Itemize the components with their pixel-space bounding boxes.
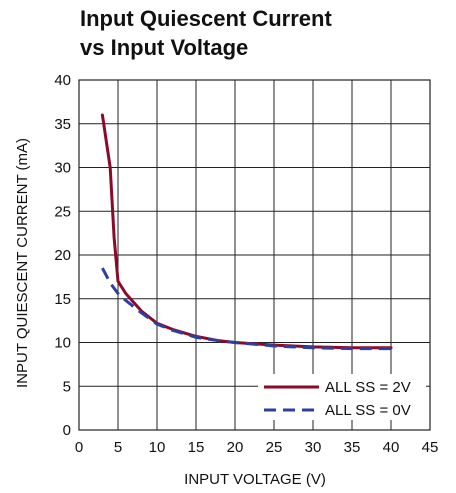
y-axis-label: INPUT QUIESCENT CURRENT (mA)	[14, 138, 31, 388]
y-tick-label: 10	[54, 335, 71, 352]
y-tick-label: 0	[63, 422, 71, 439]
series-layer	[100, 113, 393, 351]
legend-label-1: ALL SS = 0V	[325, 402, 411, 419]
series-line-0	[100, 113, 393, 350]
x-tick-label: 10	[149, 439, 166, 456]
x-tick-label: 25	[266, 439, 283, 456]
legend-box	[258, 374, 426, 420]
legend-label-0: ALL SS = 2V	[325, 379, 411, 396]
y-tick-label: 35	[54, 116, 71, 133]
x-tick-label: 0	[75, 439, 83, 456]
y-tick-label: 15	[54, 291, 71, 308]
chart-title-line-2: vs Input Voltage	[80, 35, 249, 60]
y-tick-label: 5	[63, 378, 71, 395]
x-tick-label: 15	[188, 439, 205, 456]
x-tick-label: 30	[305, 439, 322, 456]
tick-labels: 0 5 10 15 20 25 30 35 40 45 0 5 10 15 20 25 30 35 40	[54, 72, 438, 456]
x-tick-label: 5	[114, 439, 122, 456]
chart-title-line-1: Input Quiescent Current	[80, 6, 332, 31]
x-axis-label: INPUT VOLTAGE (V)	[184, 471, 326, 488]
legend: ALL SS = 2V ALL SS = 0V	[258, 374, 426, 420]
series-line-1	[101, 267, 391, 351]
x-tick-label: 40	[383, 439, 400, 456]
y-tick-label: 20	[54, 247, 71, 264]
x-tick-label: 20	[227, 439, 244, 456]
grid	[78, 79, 431, 431]
y-tick-label: 30	[54, 160, 71, 177]
chart-title: Input Quiescent Current vs Input Voltage	[80, 4, 332, 62]
x-tick-label: 45	[422, 439, 439, 456]
y-tick-label: 40	[54, 72, 71, 89]
x-tick-label: 35	[344, 439, 361, 456]
plot-frame	[78, 79, 431, 431]
y-tick-label: 25	[54, 203, 71, 220]
